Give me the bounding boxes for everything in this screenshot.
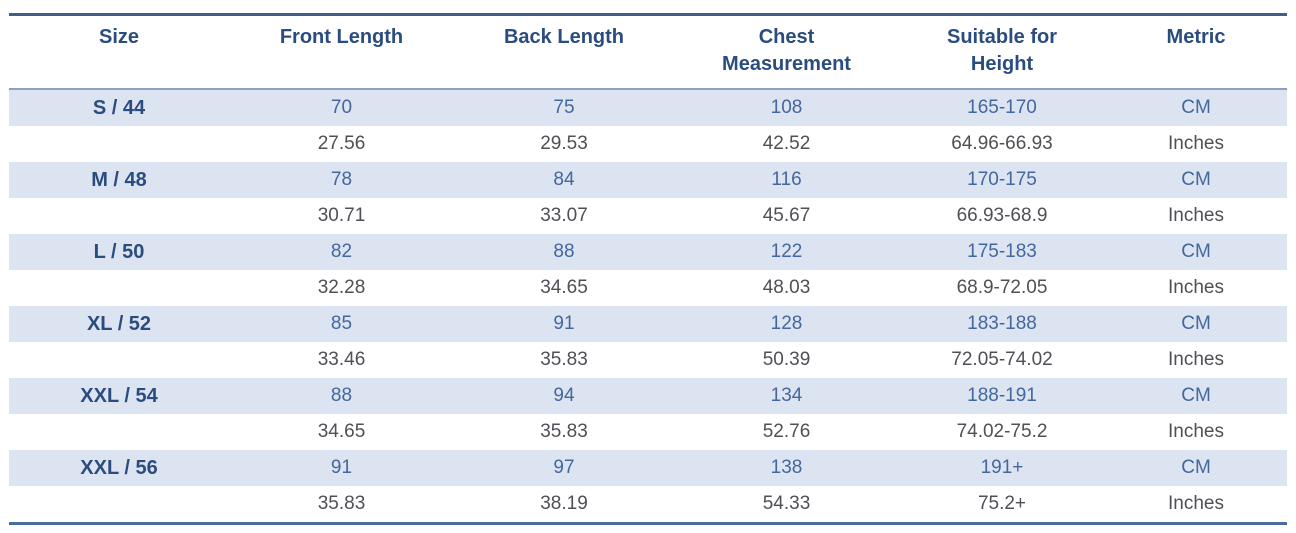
table-row: 27.56 29.53 42.52 64.96-66.93 Inches [9,126,1287,162]
table-row: XXL / 56 91 97 138 191+ CM [9,450,1287,486]
column-header-front-length: Front Length [229,14,454,90]
cell-back-length: 88 [553,241,575,262]
table-row: 33.46 35.83 50.39 72.05-74.02 Inches [9,342,1287,378]
cell-chest-measurement: 48.03 [762,277,811,298]
cell-suitable-for-height: 74.02-75.2 [956,421,1048,442]
cell-metric: CM [1181,457,1211,478]
cell-size: XXL / 56 [80,456,158,479]
cell-size: S / 44 [92,96,146,119]
cell-metric: CM [1181,97,1211,118]
cell-metric: Inches [1168,133,1224,154]
cell-size [9,198,229,234]
cell-front-length: 88 [330,385,353,406]
cell-suitable-for-height: 170-175 [967,169,1037,190]
cell-front-length: 33.46 [317,349,366,370]
cell-front-length: 78 [330,169,353,190]
cell-front-length: 34.65 [317,421,366,442]
cell-chest-measurement: 52.76 [762,421,811,442]
cell-suitable-for-height: 68.9-72.05 [956,277,1048,298]
cell-chest-measurement: 108 [770,97,803,118]
cell-chest-measurement: 128 [770,313,803,334]
cell-suitable-for-height: 66.93-68.9 [956,205,1048,226]
cell-back-length: 75 [553,97,575,118]
cell-back-length: 84 [553,169,575,190]
cell-size [9,414,229,450]
cell-front-length: 70 [330,97,353,118]
header-row: Size Front Length Back Length Chest Meas… [9,14,1287,90]
cell-metric: CM [1181,169,1211,190]
cell-chest-measurement: 54.33 [762,493,811,514]
cell-suitable-for-height: 183-188 [967,313,1037,334]
cell-back-length: 38.19 [540,493,588,514]
cell-size: XXL / 54 [80,384,158,407]
cell-metric: CM [1181,385,1211,406]
cell-chest-measurement: 50.39 [762,349,811,370]
cell-size: XL / 52 [86,312,152,335]
cell-front-length: 35.83 [317,493,366,514]
cell-front-length: 91 [330,457,353,478]
cell-back-length: 35.83 [540,349,588,370]
table-row: M / 48 78 84 116 170-175 CM [9,162,1287,198]
cell-chest-measurement: 116 [771,169,802,190]
table-row: 32.28 34.65 48.03 68.9-72.05 Inches [9,270,1287,306]
cell-back-length: 94 [553,385,575,406]
cell-suitable-for-height: 72.05-74.02 [951,349,1053,370]
cell-front-length: 82 [330,241,353,262]
table-row: XXL / 54 88 94 134 188-191 CM [9,378,1287,414]
table-row: 30.71 33.07 45.67 66.93-68.9 Inches [9,198,1287,234]
cell-chest-measurement: 122 [770,241,803,262]
cell-back-length: 91 [553,313,575,334]
cell-metric: Inches [1168,421,1224,442]
cell-metric: CM [1181,313,1211,334]
cell-size: L / 50 [93,240,145,263]
cell-back-length: 34.65 [540,277,588,298]
cell-metric: Inches [1168,277,1224,298]
cell-chest-measurement: 42.52 [762,133,811,154]
cell-suitable-for-height: 188-191 [967,385,1037,406]
table-row: 34.65 35.83 52.76 74.02-75.2 Inches [9,414,1287,450]
size-chart-table: Size Front Length Back Length Chest Meas… [9,13,1287,525]
cell-chest-measurement: 138 [770,457,803,478]
column-header-chest-measurement: Chest Measurement [674,14,899,90]
cell-front-length: 32.28 [317,277,366,298]
cell-front-length: 27.56 [317,133,366,154]
cell-back-length: 97 [553,457,575,478]
table-row: XL / 52 85 91 128 183-188 CM [9,306,1287,342]
cell-back-length: 29.53 [540,133,588,154]
cell-suitable-for-height: 175-183 [967,241,1037,262]
cell-size [9,270,229,306]
cell-metric: Inches [1168,493,1224,514]
column-header-suitable-for-height: Suitable for Height [899,14,1105,90]
cell-front-length: 85 [330,313,353,334]
cell-size [9,486,229,524]
cell-chest-measurement: 134 [770,385,803,406]
cell-metric: Inches [1168,349,1224,370]
cell-metric: Inches [1168,205,1224,226]
cell-chest-measurement: 45.67 [762,205,811,226]
cell-size [9,342,229,378]
cell-suitable-for-height: 75.2+ [977,493,1027,514]
table-row: S / 44 70 75 108 165-170 CM [9,89,1287,126]
table-row: L / 50 82 88 122 175-183 CM [9,234,1287,270]
column-header-back-length: Back Length [454,14,674,90]
cell-suitable-for-height: 165-170 [967,97,1037,118]
table-row: 35.83 38.19 54.33 75.2+ Inches [9,486,1287,524]
cell-metric: CM [1181,241,1211,262]
cell-suitable-for-height: 64.96-66.93 [951,133,1053,154]
cell-front-length: 30.71 [317,205,366,226]
cell-back-length: 35.83 [540,421,588,442]
column-header-metric: Metric [1105,14,1287,90]
column-header-size: Size [9,14,229,90]
cell-back-length: 33.07 [540,205,588,226]
cell-suitable-for-height: 191+ [980,457,1024,478]
cell-size: M / 48 [91,168,147,191]
cell-size [9,126,229,162]
